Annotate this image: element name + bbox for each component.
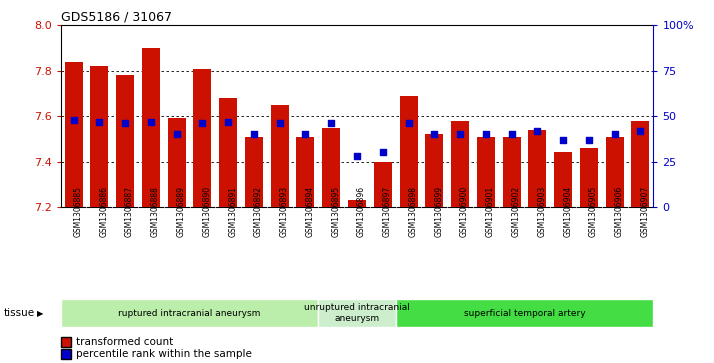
Bar bbox=[631, 121, 650, 207]
Point bbox=[326, 121, 337, 126]
Bar bbox=[193, 69, 211, 207]
Bar bbox=[426, 134, 443, 207]
Bar bbox=[554, 152, 572, 207]
Bar bbox=[400, 96, 418, 207]
Text: ruptured intracranial aneurysm: ruptured intracranial aneurysm bbox=[119, 309, 261, 318]
Bar bbox=[245, 136, 263, 207]
Text: GSM1306892: GSM1306892 bbox=[254, 186, 263, 237]
Bar bbox=[219, 98, 237, 207]
Point bbox=[506, 131, 518, 137]
Point bbox=[119, 121, 131, 126]
Text: GSM1306902: GSM1306902 bbox=[512, 186, 521, 237]
Text: percentile rank within the sample: percentile rank within the sample bbox=[76, 349, 252, 359]
Text: unruptured intracranial
aneurysm: unruptured intracranial aneurysm bbox=[304, 303, 410, 323]
Text: GSM1306893: GSM1306893 bbox=[280, 186, 288, 237]
Point bbox=[223, 119, 234, 125]
Bar bbox=[64, 62, 83, 207]
Point bbox=[583, 137, 595, 143]
Point bbox=[377, 150, 388, 155]
Point bbox=[635, 128, 646, 134]
Bar bbox=[580, 148, 598, 207]
Bar bbox=[116, 76, 134, 207]
Text: GSM1306897: GSM1306897 bbox=[383, 186, 392, 237]
Text: GSM1306901: GSM1306901 bbox=[486, 186, 495, 237]
Text: GSM1306900: GSM1306900 bbox=[460, 186, 469, 237]
Text: GSM1306898: GSM1306898 bbox=[408, 186, 418, 237]
Text: superficial temporal artery: superficial temporal artery bbox=[463, 309, 585, 318]
Point bbox=[274, 121, 286, 126]
Bar bbox=[503, 136, 521, 207]
Bar bbox=[373, 162, 392, 207]
Text: GSM1306896: GSM1306896 bbox=[357, 186, 366, 237]
Text: GSM1306905: GSM1306905 bbox=[589, 186, 598, 237]
Text: tissue: tissue bbox=[4, 308, 35, 318]
Point bbox=[171, 131, 182, 137]
Text: GSM1306886: GSM1306886 bbox=[99, 186, 109, 237]
Point bbox=[300, 131, 311, 137]
Bar bbox=[318, 299, 396, 327]
Point bbox=[351, 153, 363, 159]
Point bbox=[428, 131, 440, 137]
Text: ▶: ▶ bbox=[37, 309, 44, 318]
Point bbox=[403, 121, 414, 126]
Text: GSM1306888: GSM1306888 bbox=[151, 186, 160, 237]
Text: GSM1306890: GSM1306890 bbox=[202, 186, 211, 237]
Point bbox=[454, 131, 466, 137]
Bar bbox=[451, 121, 469, 207]
Point bbox=[558, 137, 569, 143]
Bar bbox=[396, 299, 653, 327]
Point bbox=[248, 131, 260, 137]
Bar bbox=[322, 127, 341, 207]
Text: GDS5186 / 31067: GDS5186 / 31067 bbox=[61, 11, 171, 24]
Bar bbox=[605, 136, 623, 207]
Point bbox=[145, 119, 156, 125]
Bar bbox=[61, 299, 318, 327]
Point bbox=[532, 128, 543, 134]
Text: transformed count: transformed count bbox=[76, 337, 174, 347]
Text: GSM1306885: GSM1306885 bbox=[74, 186, 83, 237]
Text: GSM1306906: GSM1306906 bbox=[615, 186, 623, 237]
Text: GSM1306907: GSM1306907 bbox=[640, 186, 650, 237]
Point bbox=[480, 131, 491, 137]
Point bbox=[196, 121, 208, 126]
Text: GSM1306889: GSM1306889 bbox=[176, 186, 186, 237]
Text: GSM1306903: GSM1306903 bbox=[538, 186, 546, 237]
Bar bbox=[142, 48, 160, 207]
Bar bbox=[271, 105, 288, 207]
Bar bbox=[348, 200, 366, 207]
Bar bbox=[90, 66, 109, 207]
Bar bbox=[168, 118, 186, 207]
Text: GSM1306894: GSM1306894 bbox=[306, 186, 314, 237]
Text: GSM1306899: GSM1306899 bbox=[434, 186, 443, 237]
Text: GSM1306887: GSM1306887 bbox=[125, 186, 134, 237]
Point bbox=[68, 117, 79, 123]
Bar bbox=[528, 130, 546, 207]
Point bbox=[609, 131, 620, 137]
Text: GSM1306891: GSM1306891 bbox=[228, 186, 237, 237]
Point bbox=[94, 119, 105, 125]
Text: GSM1306904: GSM1306904 bbox=[563, 186, 572, 237]
Text: GSM1306895: GSM1306895 bbox=[331, 186, 341, 237]
Bar bbox=[477, 136, 495, 207]
Bar bbox=[296, 136, 314, 207]
